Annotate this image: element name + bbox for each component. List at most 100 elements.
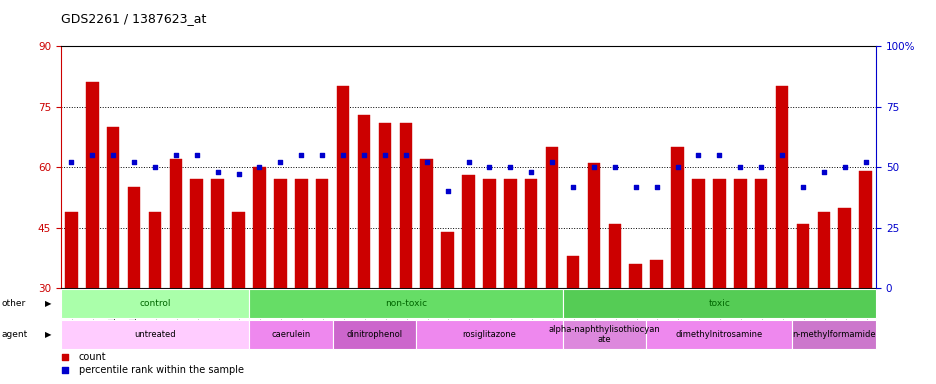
Text: untreated: untreated bbox=[134, 330, 176, 339]
Point bbox=[294, 152, 309, 158]
Point bbox=[356, 152, 371, 158]
Bar bbox=[61, 289, 249, 318]
Point bbox=[586, 164, 601, 170]
Bar bbox=[127, 187, 140, 384]
Bar bbox=[149, 212, 161, 384]
Point bbox=[252, 164, 267, 170]
Bar bbox=[169, 159, 182, 384]
Point bbox=[753, 164, 768, 170]
Bar bbox=[858, 171, 871, 384]
Bar bbox=[315, 179, 329, 384]
Bar bbox=[232, 212, 244, 384]
Bar bbox=[61, 320, 249, 349]
Text: ▶: ▶ bbox=[45, 330, 51, 339]
Bar bbox=[754, 179, 767, 384]
Point bbox=[335, 152, 350, 158]
Bar bbox=[670, 147, 683, 384]
Bar bbox=[587, 163, 600, 384]
Bar bbox=[629, 264, 641, 384]
Point bbox=[314, 152, 329, 158]
Bar bbox=[336, 86, 349, 384]
Point bbox=[503, 164, 518, 170]
Text: alpha-naphthylisothiocyan
ate: alpha-naphthylisothiocyan ate bbox=[548, 325, 660, 344]
Point bbox=[377, 152, 392, 158]
Point bbox=[147, 164, 162, 170]
Point bbox=[669, 164, 684, 170]
Point bbox=[440, 188, 455, 194]
Bar bbox=[461, 175, 475, 384]
Bar bbox=[358, 115, 370, 384]
Point bbox=[272, 159, 287, 166]
Bar bbox=[190, 179, 203, 384]
Bar bbox=[441, 232, 453, 384]
Bar bbox=[838, 207, 850, 384]
Point bbox=[690, 152, 705, 158]
Text: control: control bbox=[139, 299, 170, 308]
Point bbox=[711, 152, 726, 158]
Point bbox=[418, 159, 433, 166]
Bar bbox=[712, 179, 724, 384]
Bar bbox=[566, 256, 578, 384]
Bar bbox=[692, 179, 704, 384]
Text: non-toxic: non-toxic bbox=[385, 299, 427, 308]
Text: toxic: toxic bbox=[708, 299, 729, 308]
Point bbox=[544, 159, 559, 166]
Bar bbox=[65, 212, 78, 384]
Bar bbox=[253, 167, 266, 384]
Point bbox=[57, 354, 72, 360]
Bar bbox=[399, 123, 412, 384]
Point bbox=[84, 152, 99, 158]
Bar bbox=[817, 212, 829, 384]
Point bbox=[106, 152, 121, 158]
Point bbox=[774, 152, 789, 158]
Text: n-methylformamide: n-methylformamide bbox=[792, 330, 875, 339]
Bar bbox=[416, 320, 562, 349]
Bar bbox=[86, 83, 98, 384]
Bar bbox=[249, 320, 332, 349]
Bar bbox=[274, 179, 286, 384]
Text: rosiglitazone: rosiglitazone bbox=[462, 330, 516, 339]
Point bbox=[231, 171, 246, 177]
Bar bbox=[562, 320, 646, 349]
Bar bbox=[646, 320, 792, 349]
Point bbox=[627, 184, 642, 190]
Point bbox=[649, 184, 664, 190]
Bar bbox=[733, 179, 746, 384]
Point bbox=[168, 152, 183, 158]
Text: agent: agent bbox=[2, 330, 28, 339]
Point bbox=[837, 164, 852, 170]
Bar bbox=[650, 260, 662, 384]
Text: percentile rank within the sample: percentile rank within the sample bbox=[79, 365, 243, 375]
Bar bbox=[796, 223, 809, 384]
Point bbox=[64, 159, 79, 166]
Text: GDS2261 / 1387623_at: GDS2261 / 1387623_at bbox=[61, 12, 206, 25]
Text: count: count bbox=[79, 352, 107, 362]
Bar bbox=[546, 147, 558, 384]
Text: other: other bbox=[2, 299, 26, 308]
Point bbox=[857, 159, 872, 166]
Point bbox=[795, 184, 810, 190]
Bar bbox=[249, 289, 562, 318]
Point bbox=[732, 164, 747, 170]
Point bbox=[126, 159, 141, 166]
Point bbox=[607, 164, 622, 170]
Point bbox=[481, 164, 496, 170]
Bar bbox=[107, 127, 119, 384]
Point bbox=[398, 152, 413, 158]
Point bbox=[210, 169, 225, 175]
Bar bbox=[420, 159, 432, 384]
Bar bbox=[792, 320, 875, 349]
Bar bbox=[332, 320, 416, 349]
Bar bbox=[524, 179, 537, 384]
Bar bbox=[775, 86, 787, 384]
Point bbox=[565, 184, 580, 190]
Point bbox=[523, 169, 538, 175]
Text: caerulein: caerulein bbox=[271, 330, 310, 339]
Bar bbox=[212, 179, 224, 384]
Bar bbox=[607, 223, 621, 384]
Bar bbox=[295, 179, 307, 384]
Text: dimethylnitrosamine: dimethylnitrosamine bbox=[675, 330, 762, 339]
Text: ▶: ▶ bbox=[45, 299, 51, 308]
Point bbox=[815, 169, 830, 175]
Point bbox=[461, 159, 475, 166]
